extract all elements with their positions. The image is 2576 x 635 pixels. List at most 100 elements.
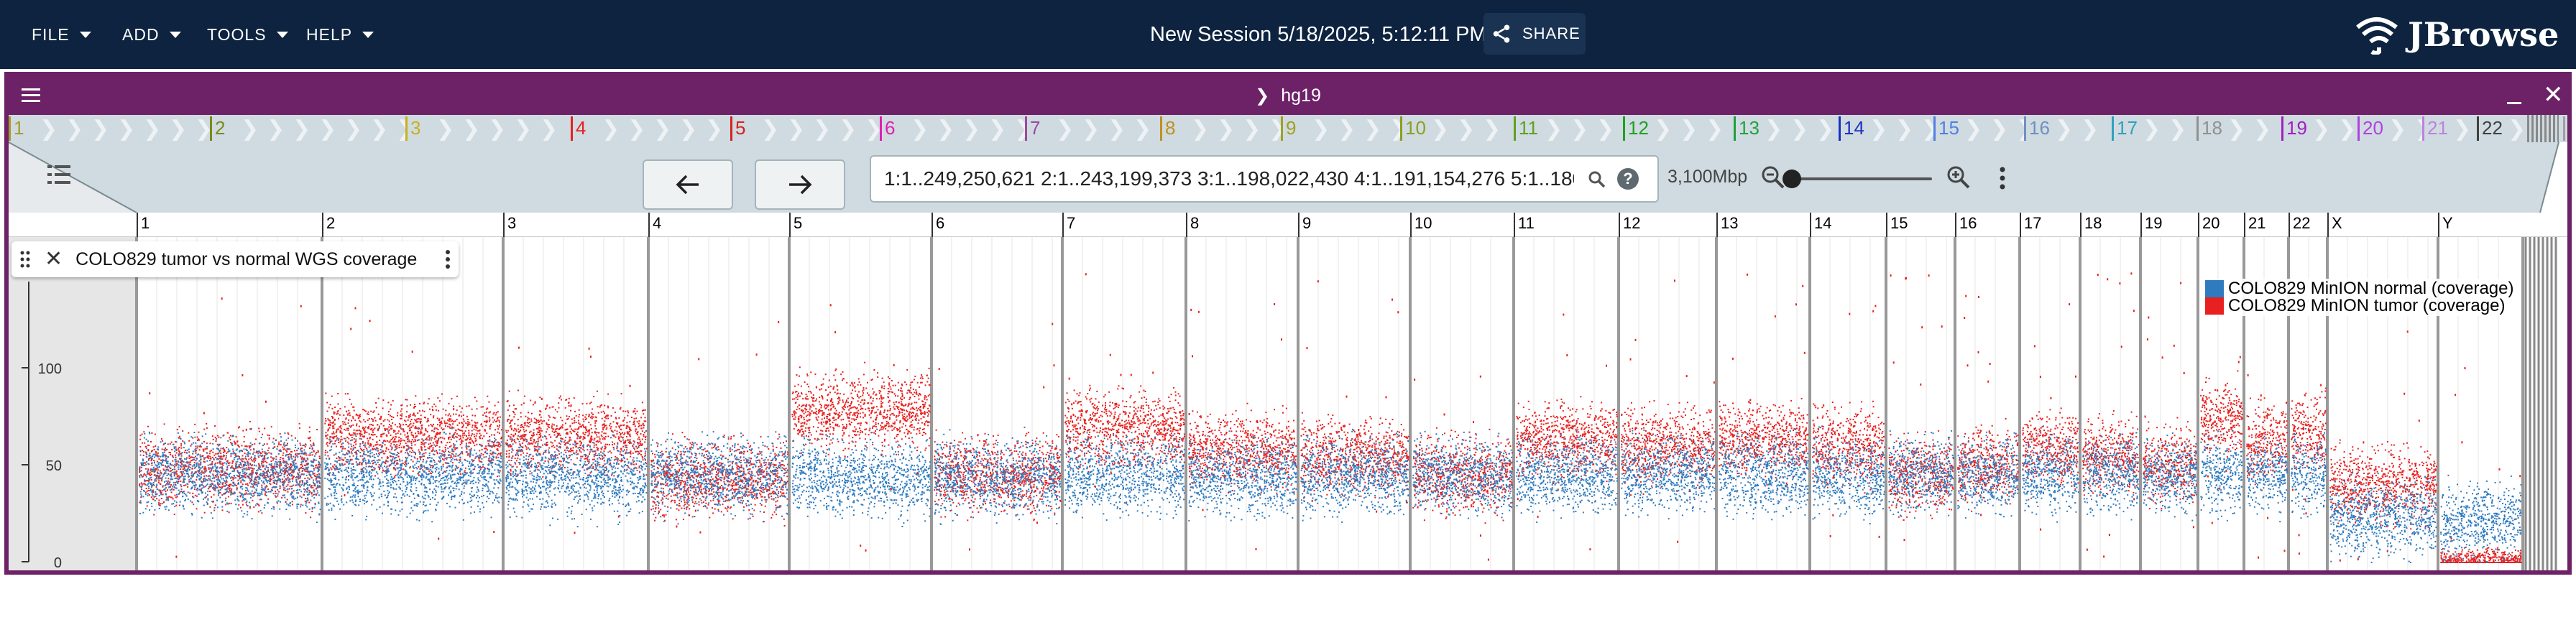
ruler-chr-6[interactable]: 6 bbox=[932, 213, 944, 237]
ruler-chr-7[interactable]: 7 bbox=[1062, 213, 1075, 237]
assembly-title[interactable]: ❯ hg19 bbox=[9, 76, 2567, 115]
overview-chr-4[interactable]: 4 ❯ ❯ ❯ ❯ ❯ bbox=[571, 116, 730, 141]
overview-chevron-icon: ❯ bbox=[1990, 116, 2008, 141]
overview-chr-11[interactable]: 11 ❯ ❯ ❯ bbox=[1514, 116, 1623, 141]
overview-chr-1[interactable]: 1 ❯ ❯ ❯ ❯ ❯ ❯ ❯ bbox=[9, 116, 210, 141]
coverage-plot[interactable]: 150100500 bbox=[9, 237, 2567, 570]
overview-chr-22[interactable]: 22 ❯ bbox=[2477, 116, 2527, 141]
menu-add[interactable]: ADD bbox=[122, 0, 181, 69]
normal-series-points bbox=[1188, 430, 1297, 522]
view-menu-icon[interactable] bbox=[20, 86, 42, 105]
ruler-chr-5[interactable]: 5 bbox=[789, 213, 802, 237]
outlier-points bbox=[2033, 303, 2076, 531]
normal-series-points bbox=[2143, 432, 2197, 522]
overview-chr-17[interactable]: 17 ❯ ❯ bbox=[2112, 116, 2196, 141]
overview-chevron-icon: ❯ bbox=[1680, 116, 1698, 141]
overview-chevron-icon: ❯ bbox=[988, 116, 1006, 141]
overview-chr-6[interactable]: 6 ❯ ❯ ❯ ❯ ❯ bbox=[880, 116, 1025, 141]
ruler-chr-19[interactable]: 19 bbox=[2140, 213, 2162, 237]
ruler-chr-20[interactable]: 20 bbox=[2198, 213, 2220, 237]
overview-chr-2[interactable]: 2 ❯ ❯ ❯ ❯ ❯ ❯ ❯ bbox=[210, 116, 405, 141]
menu-file[interactable]: FILE bbox=[32, 0, 91, 69]
track-selector-icon[interactable] bbox=[46, 162, 72, 188]
overview-chr-21[interactable]: 21 ❯ bbox=[2422, 116, 2477, 141]
share-button[interactable]: SHARE bbox=[1484, 13, 1586, 55]
ruler-chr-10[interactable]: 10 bbox=[1410, 213, 1432, 237]
caret-down-icon bbox=[169, 31, 181, 38]
close-track-icon[interactable]: ✕ bbox=[45, 249, 63, 270]
overview-chevron-icon: ❯ bbox=[195, 116, 210, 141]
overview-chr-13[interactable]: 13 ❯ ❯ ❯ bbox=[1734, 116, 1839, 141]
overview-chr-18[interactable]: 18 ❯ ❯ bbox=[2196, 116, 2281, 141]
normal-series-points bbox=[1957, 431, 2019, 519]
overview-chevron-icon: ❯ bbox=[1765, 116, 1782, 141]
app-bar: FILE ADD TOOLS HELP New Session 5/18/2025, … bbox=[0, 0, 2576, 69]
drag-handle-icon[interactable] bbox=[20, 250, 30, 269]
chromosome-ruler[interactable]: 1 2 3 4 5 6 7 8 9 10 11 12 13 14 15 16 17 18 19 20 21 22 X Y bbox=[9, 213, 2567, 237]
overview-chr-10[interactable]: 10 ❯ ❯ ❯ bbox=[1400, 116, 1514, 141]
overview-chevron-icon: ❯ bbox=[2253, 116, 2271, 141]
overview-chr-7[interactable]: 7 ❯ ❯ ❯ ❯ bbox=[1025, 116, 1160, 141]
overview-chr-14[interactable]: 14❯❯❯ bbox=[1839, 116, 1933, 141]
pan-left-button[interactable] bbox=[643, 159, 733, 210]
plot-background bbox=[137, 237, 2523, 570]
close-view-icon[interactable]: ✕ bbox=[2543, 83, 2564, 107]
ruler-chr-15[interactable]: 15 bbox=[1886, 213, 1908, 237]
normal-series-points bbox=[2291, 427, 2327, 519]
search-icon[interactable] bbox=[1587, 170, 1607, 190]
ruler-chr-2[interactable]: 2 bbox=[322, 213, 335, 237]
minimize-icon[interactable] bbox=[2507, 102, 2521, 104]
ruler-chr-16[interactable]: 16 bbox=[1955, 213, 1977, 237]
ruler-chr-4[interactable]: 4 bbox=[648, 213, 661, 237]
ruler-chr-8[interactable]: 8 bbox=[1186, 213, 1199, 237]
ruler-chr-12[interactable]: 12 bbox=[1619, 213, 1640, 237]
location-search-box[interactable]: 1:1..249,250,621 2:1..243,199,373 3:1..1… bbox=[870, 155, 1659, 203]
ruler-chr-3[interactable]: 3 bbox=[503, 213, 516, 237]
ruler-chr-21[interactable]: 21 bbox=[2244, 213, 2266, 237]
ruler-chr-18[interactable]: 18 bbox=[2080, 213, 2102, 237]
view-options-icon[interactable] bbox=[1998, 165, 2007, 191]
menu-help[interactable]: HELP bbox=[306, 0, 374, 69]
overview-scalebar[interactable]: 1❯❯❯❯❯❯❯2❯❯❯❯❯❯❯3❯❯❯❯❯4❯❯❯❯❯5❯❯❯❯❯6❯❯❯❯❯… bbox=[9, 115, 2567, 142]
ruler-chr-9[interactable]: 9 bbox=[1298, 213, 1311, 237]
locstring-input[interactable]: 1:1..249,250,621 2:1..243,199,373 3:1..1… bbox=[884, 157, 1574, 201]
overview-chr-12[interactable]: 12 ❯ ❯ ❯ bbox=[1623, 116, 1734, 141]
ruler-chr-11[interactable]: 11 bbox=[1514, 213, 1535, 237]
overview-chevron-icon: ❯ bbox=[1431, 116, 1449, 141]
overview-chr-16[interactable]: 16 ❯ ❯ bbox=[2024, 116, 2112, 141]
pan-right-button[interactable] bbox=[755, 159, 845, 210]
outlier-points bbox=[2206, 356, 2241, 524]
overview-chr-Y[interactable]: Y bbox=[2563, 116, 2565, 141]
help-icon[interactable]: ? bbox=[1617, 168, 1639, 190]
ruler-chr-1[interactable]: 1 bbox=[137, 213, 150, 237]
zoom-slider-thumb[interactable] bbox=[1782, 170, 1801, 188]
overview-chr-label: 1 bbox=[14, 117, 24, 139]
zoom-slider-track[interactable] bbox=[1791, 177, 1932, 180]
overview-chr-8[interactable]: 8 ❯ ❯ ❯ ❯ bbox=[1160, 116, 1281, 141]
track-menu-icon[interactable] bbox=[444, 249, 451, 270]
ruler-chr-X[interactable]: X bbox=[2327, 213, 2342, 237]
overview-chr-15[interactable]: 15❯❯❯ bbox=[1933, 116, 2024, 141]
overview-chr-19[interactable]: 19 ❯ ❯ bbox=[2281, 116, 2358, 141]
legend-swatch bbox=[2205, 297, 2224, 315]
overview-chr-20[interactable]: 20❯❯ bbox=[2358, 116, 2422, 141]
ruler-chr-Y[interactable]: Y bbox=[2438, 213, 2453, 237]
normal-series-points bbox=[2200, 430, 2243, 522]
overview-chr-3[interactable]: 3 ❯ ❯ ❯ ❯ ❯ bbox=[405, 116, 571, 141]
session-title[interactable]: New Session 5/18/2025, 5:12:11 PM bbox=[1150, 0, 1487, 69]
overview-chevron-icon: ❯ bbox=[2081, 116, 2099, 141]
ruler-chr-14[interactable]: 14 bbox=[1810, 213, 1831, 237]
zoom-in-icon[interactable] bbox=[1945, 164, 1972, 191]
menu-label: FILE bbox=[32, 25, 70, 45]
zoom-out-icon[interactable] bbox=[1760, 164, 1787, 191]
overview-chr-label: 9 bbox=[1286, 117, 1296, 139]
overview-chevron-icon: ❯ bbox=[143, 116, 161, 141]
ruler-chr-17[interactable]: 17 bbox=[2020, 213, 2041, 237]
menu-tools[interactable]: TOOLS bbox=[207, 0, 288, 69]
ruler-chr-22[interactable]: 22 bbox=[2288, 213, 2310, 237]
ruler-chr-13[interactable]: 13 bbox=[1716, 213, 1738, 237]
overview-chr-9[interactable]: 9 ❯ ❯ ❯ ❯ bbox=[1281, 116, 1400, 141]
track-label[interactable]: ✕ COLO829 tumor vs normal WGS coverage bbox=[12, 241, 459, 277]
normal-series-points bbox=[2440, 474, 2522, 563]
overview-chr-5[interactable]: 5 ❯ ❯ ❯ ❯ ❯ bbox=[730, 116, 880, 141]
